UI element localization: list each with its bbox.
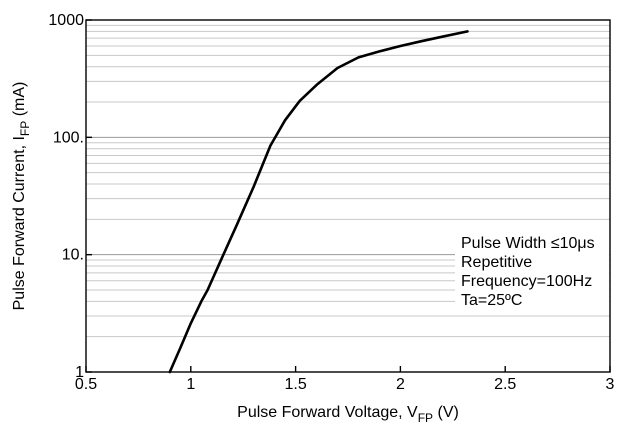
conditions-annotation: Pulse Width ≤10μs Repetitive Frequency=1… [461,235,595,309]
y-tick-label: 10. [62,247,84,264]
series [168,30,469,374]
plot-frame [85,19,611,373]
y-axis-title-main: Pulse Forward Current, I [11,136,28,310]
x-axis-title-unit: (V) [433,404,459,421]
y-axis-title: Pulse Forward Current, IFP (mA) [11,82,32,311]
x-tick-label: 3 [606,376,615,393]
x-axis-title-main: Pulse Forward Voltage, V [237,404,418,421]
x-tick-label: 2.5 [494,376,516,393]
x-tick-label: 0.5 [75,376,97,393]
annotation-pulse-width: Pulse Width ≤10μs [461,235,595,252]
y-axis-title-unit: (mA) [11,82,28,121]
x-tick-label: 2 [396,376,405,393]
annotation-frequency: Frequency=100Hz [461,273,592,290]
annotation-background [455,230,609,310]
series-line [168,30,469,374]
y-tick-label: 100. [53,129,84,146]
x-axis-title: Pulse Forward Voltage, VFP (V) [237,404,459,425]
x-tick-label: 1 [186,376,195,393]
y-axis-title-subscript: FP [18,121,32,136]
annotation-temperature: Ta=25ºC [461,292,522,309]
annotation-repetitive: Repetitive [461,254,532,271]
y-tick-labels: 1 10. 100. 1000 [48,12,84,381]
x-tick-labels: 0.5 1 1.5 2 2.5 3 [75,376,615,393]
y-tick-label: 1000 [48,12,84,29]
x-axis-title-subscript: FP [418,411,433,425]
y-tick-label: 1 [75,364,84,381]
x-tick-label: 1.5 [284,376,306,393]
